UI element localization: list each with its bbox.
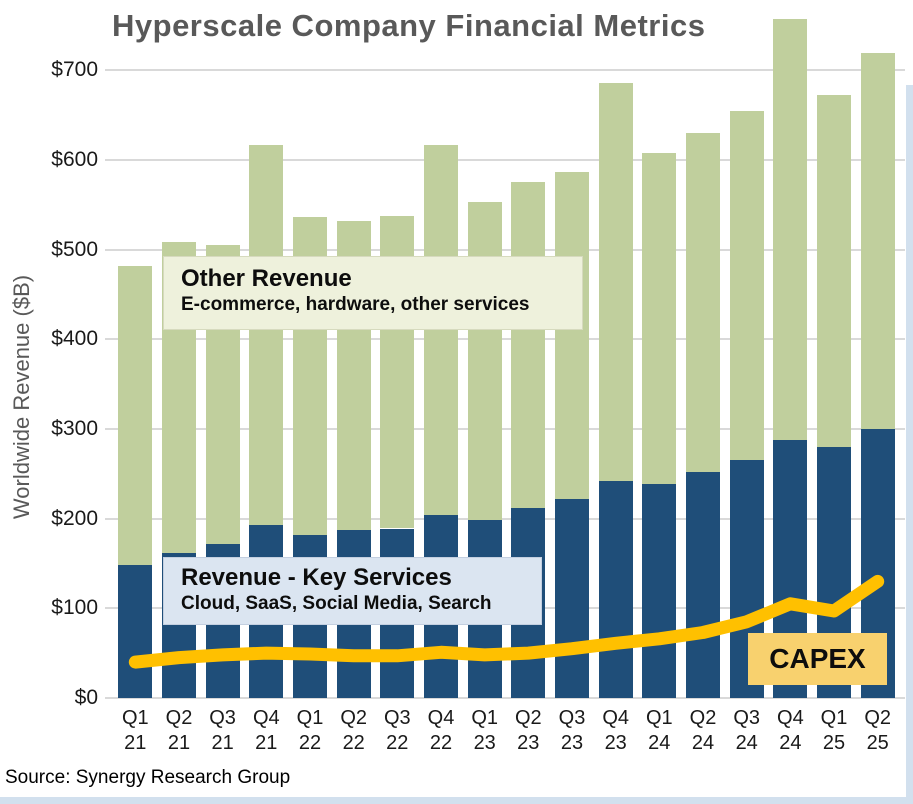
x-tick-label-Q3-23: Q3 23 [558, 707, 586, 754]
legend-key-services-subtitle: Cloud, SaaS, Social Media, Search [181, 593, 492, 614]
bar-key-services-Q4-23 [598, 480, 633, 698]
y-axis-title: Worldwide Revenue ($B) [9, 274, 34, 520]
chart-title: Hyperscale Company Financial Metrics [112, 8, 706, 43]
y-tick-label: $600 [51, 147, 98, 171]
y-tick-label: $400 [51, 327, 98, 351]
x-tick-label-Q4-21: Q4 21 [252, 707, 280, 754]
x-tick-label-Q2-22: Q2 22 [340, 707, 368, 754]
x-tick-label-Q3-21: Q3 21 [209, 707, 236, 754]
y-tick-label: $100 [51, 596, 98, 620]
x-tick-label-Q4-22: Q4 22 [427, 707, 455, 754]
bar-other-revenue-Q3-24 [729, 111, 764, 461]
x-tick-label-Q1-22: Q1 22 [296, 707, 324, 754]
bar-other-revenue-Q1-25 [817, 95, 851, 447]
bar-other-revenue-Q1-21 [118, 265, 153, 566]
x-tick-label-Q3-24: Q3 24 [733, 707, 761, 754]
bar-key-services-Q1-24 [642, 483, 677, 698]
y-tick-label: $300 [51, 416, 98, 440]
bar-other-revenue-Q1-23 [467, 202, 502, 521]
x-tick-label-Q2-25: Q2 25 [864, 707, 892, 754]
bar-other-revenue-Q2-25 [860, 53, 895, 429]
bar-other-revenue-Q3-23 [555, 171, 589, 499]
gridline-700 [105, 69, 905, 72]
legend-other-revenue-subtitle: E-commerce, hardware, other services [181, 294, 530, 315]
gridline-300 [105, 427, 905, 430]
x-tick-label-Q3-22: Q3 22 [383, 707, 411, 754]
y-tick-label: $700 [51, 58, 98, 82]
x-tick-label-Q2-21: Q2 21 [165, 707, 193, 754]
legend-other-revenue: Other Revenue E-commerce, hardware, othe… [163, 256, 583, 330]
gridline-600 [105, 158, 905, 161]
x-tick-label-Q1-25: Q1 25 [820, 707, 848, 754]
y-tick-label: $200 [51, 506, 98, 530]
x-tick-label-Q4-23: Q4 23 [602, 707, 630, 754]
bar-other-revenue-Q4-24 [773, 19, 808, 440]
source-note: Source: Synergy Research Group [5, 767, 291, 788]
gridline-200 [105, 517, 905, 520]
legend-key-services: Revenue - Key Services Cloud, SaaS, Soci… [163, 557, 542, 625]
legend-capex-label: CAPEX [748, 633, 887, 685]
legend-other-revenue-title: Other Revenue [181, 265, 352, 292]
bar-key-services-Q3-23 [555, 498, 589, 698]
x-tick-label-Q2-24: Q2 24 [689, 707, 717, 754]
x-tick-label-Q1-24: Q1 24 [645, 707, 673, 754]
gridline-500 [105, 248, 905, 251]
y-tick-label: $0 [74, 686, 98, 709]
y-tick-label: $500 [51, 237, 98, 261]
bar-other-revenue-Q1-24 [642, 152, 677, 484]
window-edge-right [906, 85, 913, 804]
bar-other-revenue-Q4-21 [249, 144, 284, 525]
bar-other-revenue-Q2-23 [511, 182, 546, 508]
bar-key-services-Q2-24 [686, 472, 720, 698]
gridline-400 [105, 338, 905, 341]
x-tick-label-Q2-23: Q2 23 [514, 707, 542, 754]
bar-key-services-Q1-21 [118, 565, 153, 698]
legend-key-services-title: Revenue - Key Services [181, 564, 452, 591]
bar-other-revenue-Q4-23 [598, 82, 633, 481]
window-edge-bottom [0, 797, 913, 804]
bar-other-revenue-Q2-24 [686, 132, 720, 472]
x-tick-label-Q1-23: Q1 23 [471, 707, 499, 754]
gridline-0 [105, 697, 905, 699]
x-tick-label-Q4-24: Q4 24 [777, 707, 804, 754]
x-tick-label-Q1-21: Q1 21 [121, 707, 149, 754]
